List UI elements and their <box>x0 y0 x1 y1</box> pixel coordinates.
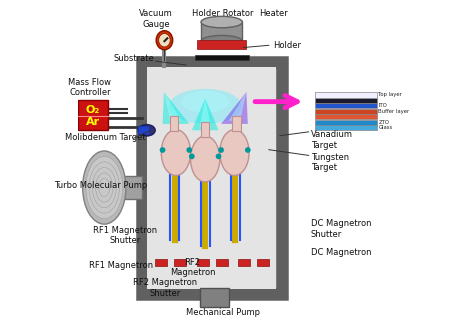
Ellipse shape <box>169 89 242 124</box>
Text: Tungsten
Target: Tungsten Target <box>311 152 349 172</box>
Text: DC Magnetron: DC Magnetron <box>311 248 371 257</box>
Bar <box>174 259 186 265</box>
Bar <box>200 289 229 307</box>
Bar <box>142 62 282 294</box>
Ellipse shape <box>186 147 192 153</box>
Bar <box>315 103 377 108</box>
Ellipse shape <box>201 35 242 47</box>
Bar <box>197 259 209 265</box>
Ellipse shape <box>161 130 191 176</box>
Ellipse shape <box>245 147 251 153</box>
Text: Turbo Molecular Pump: Turbo Molecular Pump <box>54 181 147 190</box>
Bar <box>155 259 167 265</box>
Text: Glass: Glass <box>378 125 392 130</box>
Bar <box>124 177 142 199</box>
Ellipse shape <box>160 147 165 153</box>
Bar <box>195 55 249 60</box>
FancyArrowPatch shape <box>255 96 297 108</box>
Bar <box>216 259 228 265</box>
Ellipse shape <box>191 136 220 182</box>
Ellipse shape <box>92 168 116 208</box>
Ellipse shape <box>216 153 221 159</box>
Text: Substrate: Substrate <box>113 54 154 63</box>
Polygon shape <box>192 99 219 130</box>
Text: Holder Rotator: Holder Rotator <box>192 9 254 18</box>
Bar <box>170 116 178 131</box>
Ellipse shape <box>90 164 118 211</box>
Ellipse shape <box>86 156 123 219</box>
Text: Vanadium
Target: Vanadium Target <box>311 130 353 150</box>
Ellipse shape <box>220 130 249 176</box>
Text: Mechanical Pump: Mechanical Pump <box>186 308 260 317</box>
Ellipse shape <box>82 151 126 224</box>
Text: Heater: Heater <box>259 9 288 18</box>
Bar <box>146 67 276 289</box>
Text: ITO: ITO <box>378 103 387 108</box>
Bar <box>315 119 377 125</box>
Text: Molibdenum Target: Molibdenum Target <box>64 134 145 143</box>
Ellipse shape <box>156 31 173 50</box>
Ellipse shape <box>182 91 229 113</box>
Text: RF2
Magnetron: RF2 Magnetron <box>170 257 215 277</box>
Text: ZTO: ZTO <box>378 120 389 125</box>
Text: DC Magnetron
Shutter: DC Magnetron Shutter <box>311 219 371 239</box>
Bar <box>138 126 148 134</box>
Text: Vacuum
Gauge: Vacuum Gauge <box>139 9 173 29</box>
Ellipse shape <box>89 162 119 213</box>
Bar <box>315 92 377 98</box>
Text: RF1 Magnetron: RF1 Magnetron <box>89 261 153 270</box>
Text: Ar: Ar <box>86 117 100 127</box>
Text: Buffer layer: Buffer layer <box>378 109 410 114</box>
Ellipse shape <box>99 178 109 197</box>
Text: RF2 Magnetron
Shutter: RF2 Magnetron Shutter <box>133 278 198 298</box>
Bar <box>315 114 377 119</box>
Bar <box>315 108 377 114</box>
Bar <box>315 98 377 103</box>
Polygon shape <box>221 92 248 124</box>
Ellipse shape <box>189 153 195 159</box>
Bar <box>197 40 246 49</box>
Text: Top layer: Top layer <box>378 92 402 97</box>
Text: O₂: O₂ <box>86 105 100 115</box>
Bar <box>232 116 241 131</box>
Polygon shape <box>229 92 246 121</box>
Bar <box>78 100 108 130</box>
Polygon shape <box>200 99 211 127</box>
Bar <box>315 125 377 130</box>
Ellipse shape <box>201 16 242 28</box>
Ellipse shape <box>96 173 113 202</box>
Ellipse shape <box>159 33 170 47</box>
Polygon shape <box>163 92 189 124</box>
Polygon shape <box>164 92 182 121</box>
Text: Mass Flow
Controller: Mass Flow Controller <box>68 78 111 97</box>
Bar <box>201 122 210 137</box>
Text: RF1 Magnetron
Shutter: RF1 Magnetron Shutter <box>93 226 157 245</box>
Bar <box>257 259 269 265</box>
Ellipse shape <box>218 147 224 153</box>
Bar <box>201 22 242 41</box>
Bar <box>238 259 250 265</box>
Text: Holder: Holder <box>273 41 301 50</box>
Ellipse shape <box>138 125 155 136</box>
